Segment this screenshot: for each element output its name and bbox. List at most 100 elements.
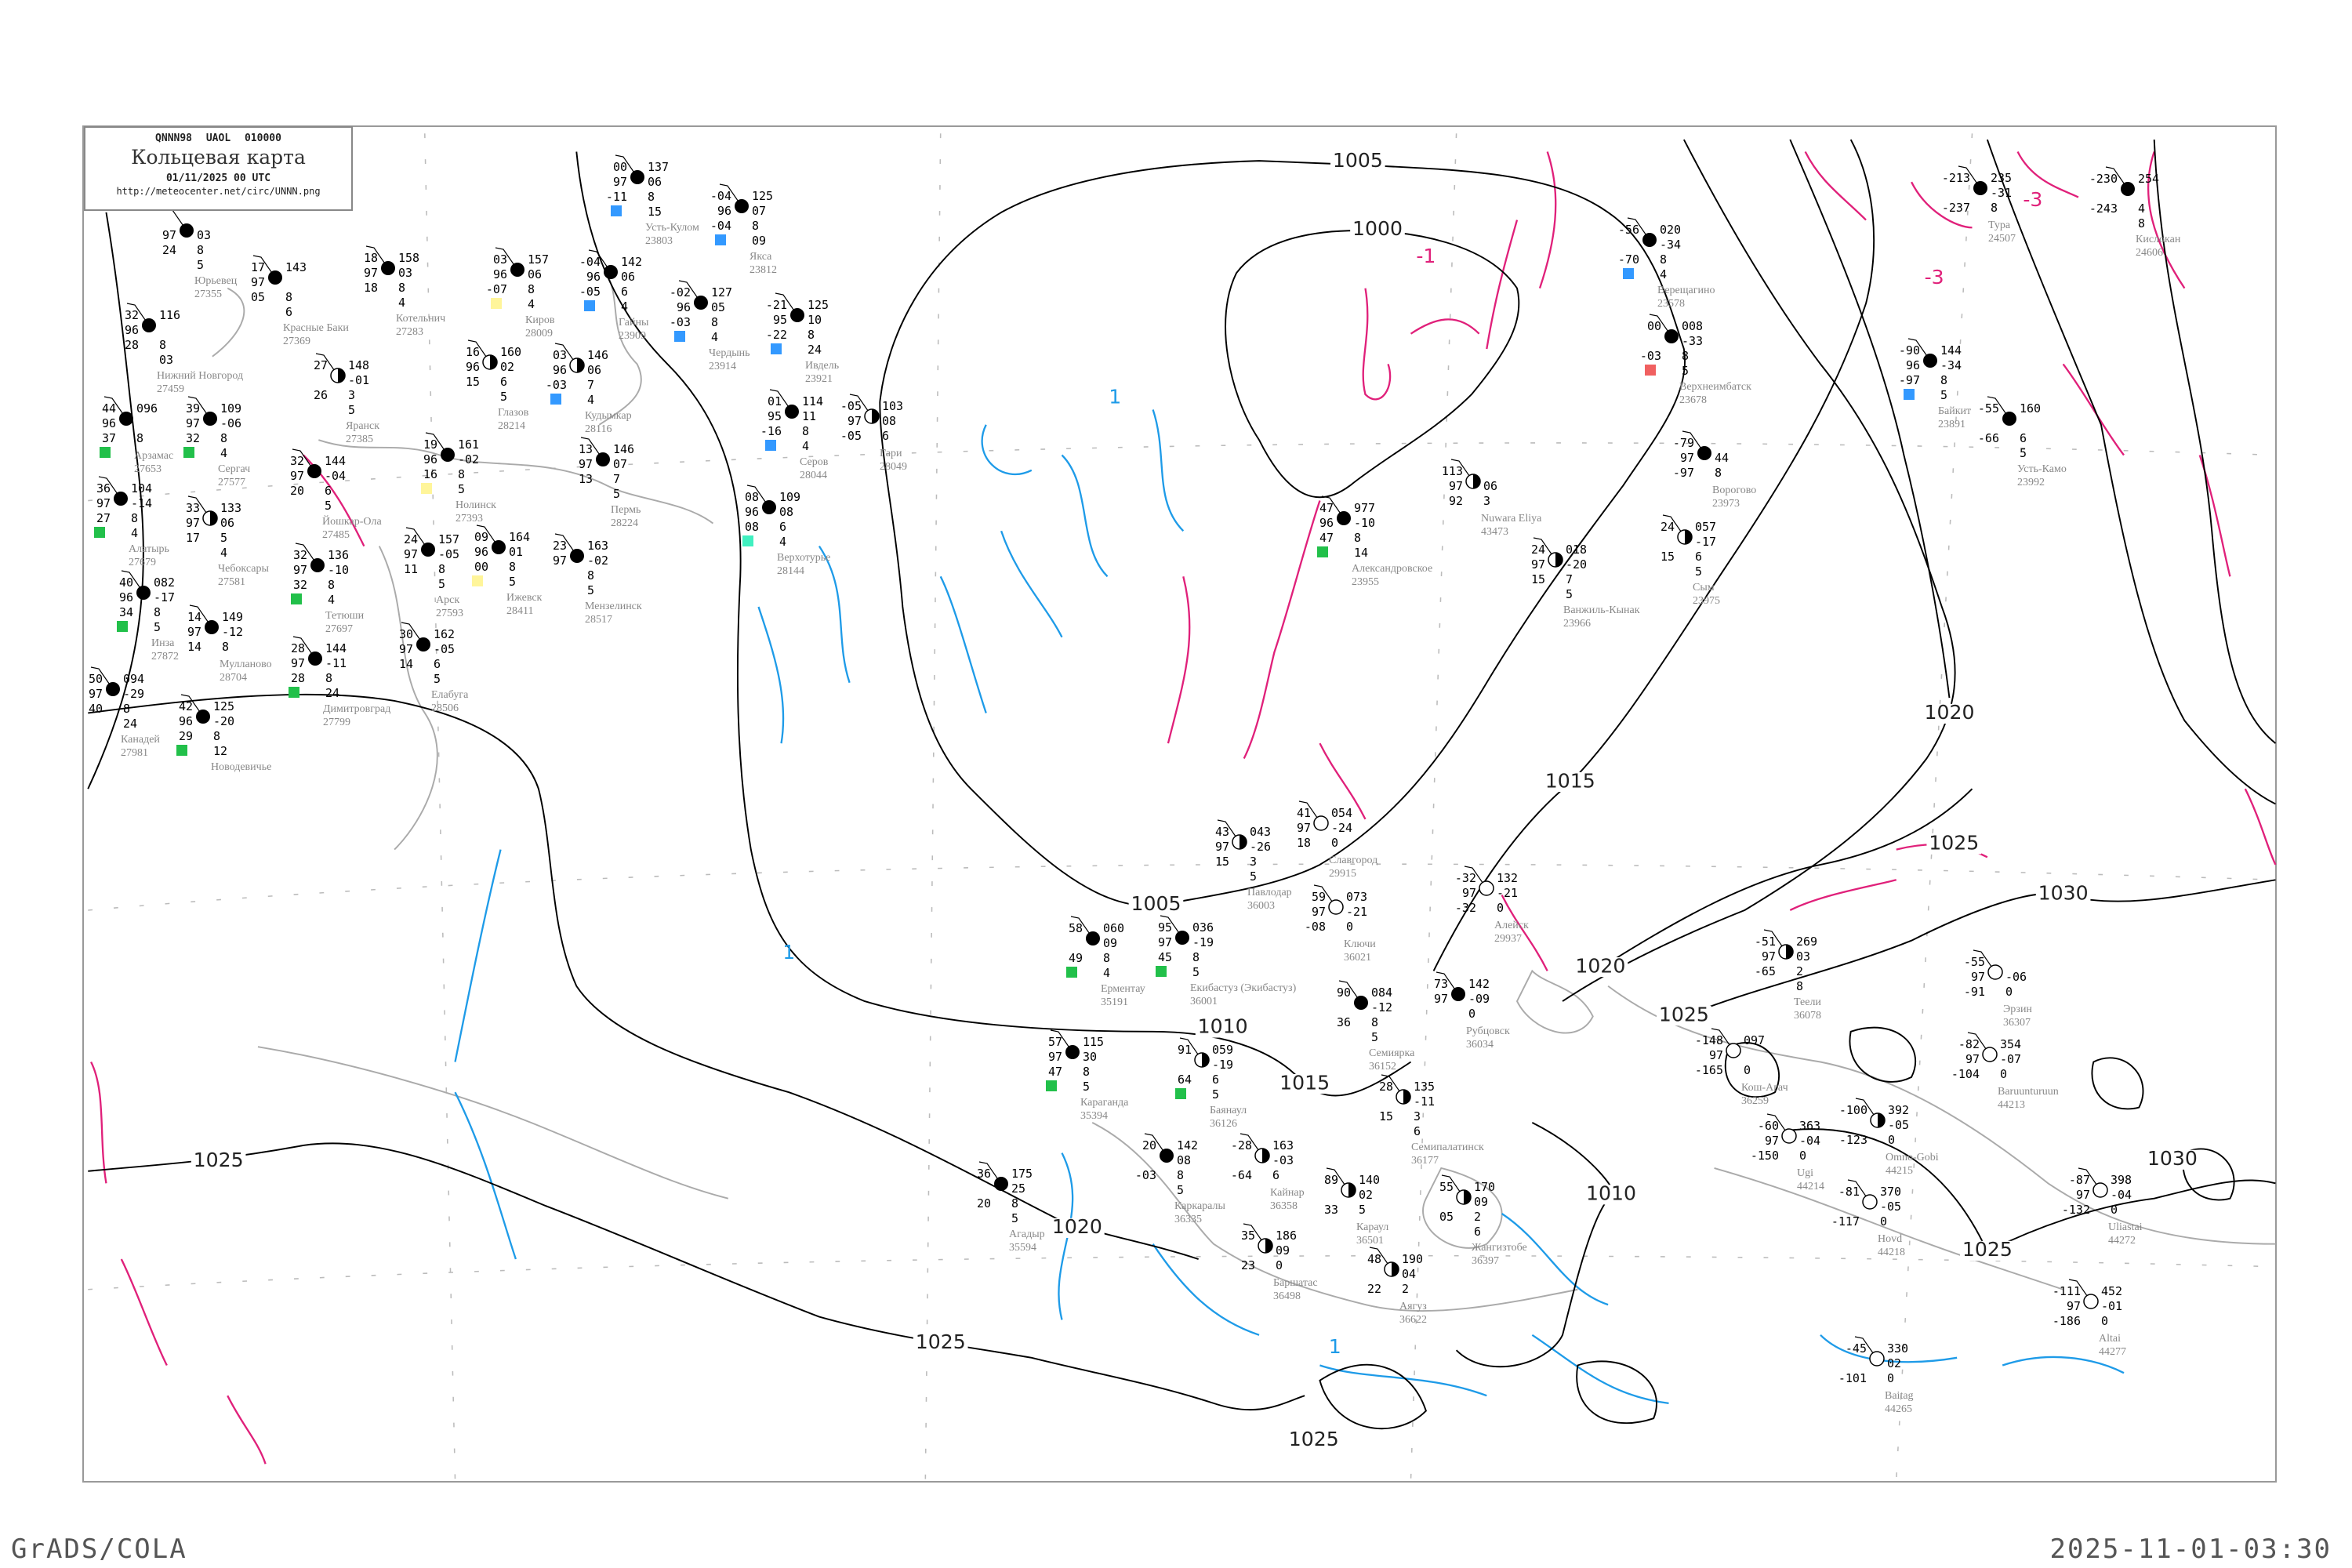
cloud-cover-full-icon xyxy=(421,543,435,557)
station-plot[interactable]: -100 -123 392-050 Omno-Gobi 44215 xyxy=(1839,1098,1939,1177)
station-id: 44272 xyxy=(2108,1235,2136,1247)
station-plot[interactable]: -81 -117 370-050 Hovd 44218 xyxy=(1831,1179,1905,1258)
station-dew-point: 15 xyxy=(1661,550,1675,564)
station-pressure: 125 xyxy=(213,699,234,713)
station-pressure: 398 xyxy=(2111,1173,2132,1187)
station-id: 27369 xyxy=(283,336,310,347)
wind-barb-icon xyxy=(719,183,742,207)
station-name: Арзамас xyxy=(134,450,173,462)
station-plot[interactable]: -213 -237 235-318 Тура 24507 xyxy=(1942,165,2016,245)
station-pressure-tendency: 06 xyxy=(587,363,601,377)
station-plot[interactable]: -55 -66 160 65 Усть-Камо 23992 xyxy=(1978,396,2067,488)
station-cloud-amount: 8 xyxy=(648,190,655,204)
station-pressure-tendency: -05 xyxy=(438,547,459,561)
station-cloud-amount: 7 xyxy=(613,472,620,486)
wind-barb-icon xyxy=(495,247,518,270)
station-id: 36078 xyxy=(1794,1010,1821,1022)
cloud-cover-half-icon xyxy=(1677,529,1693,545)
station-pressure: 103 xyxy=(882,399,903,413)
station-cloud-amount: 0 xyxy=(2101,1314,2108,1328)
station-cloud-amount: 8 xyxy=(1354,531,1361,545)
station-dew-point: 20 xyxy=(977,1196,991,1210)
station-dew-point: -03 xyxy=(1640,349,1661,363)
station-cloud-amount: 6 xyxy=(325,484,332,498)
cloud-cover-full-icon xyxy=(604,265,618,279)
map-url[interactable]: http://meteocenter.net/circ/UNNN.png xyxy=(116,186,321,197)
wind-barb-icon xyxy=(1321,495,1345,519)
station-name: Чебоксары xyxy=(218,563,269,575)
station-pressure-tendency: -05 xyxy=(434,642,455,656)
station-pressure-tendency: 11 xyxy=(802,409,816,423)
station-low-cloud-height: 5 xyxy=(325,499,332,513)
station-plot[interactable]: -230 -243 254 48 Кислокан 24606 xyxy=(2089,166,2181,259)
